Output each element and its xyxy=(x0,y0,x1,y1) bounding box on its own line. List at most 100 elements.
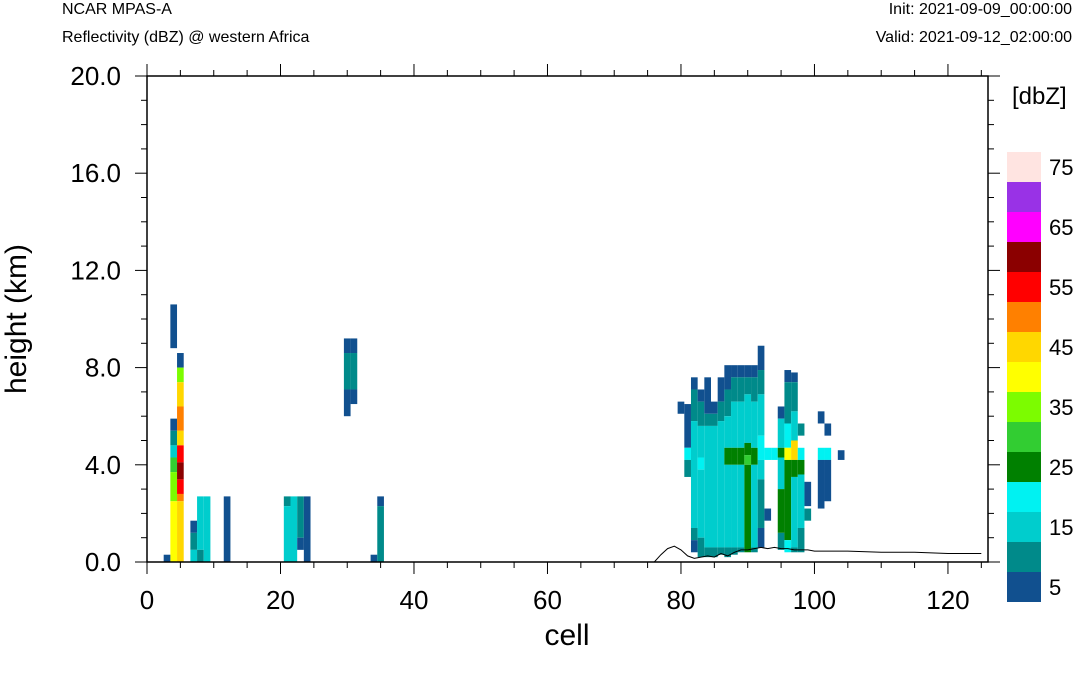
y-tick-label: 12.0 xyxy=(70,255,121,285)
reflectivity-cells xyxy=(163,304,845,562)
reflectivity-cell xyxy=(837,450,845,460)
reflectivity-cell xyxy=(784,370,792,383)
reflectivity-cell xyxy=(203,496,211,562)
reflectivity-cell xyxy=(731,365,738,378)
reflectivity-cell xyxy=(177,501,184,562)
reflectivity-cell xyxy=(757,479,765,528)
reflectivity-cell xyxy=(757,435,765,460)
reflectivity-cell xyxy=(297,496,304,538)
y-tick-label: 20.0 xyxy=(70,61,121,91)
reflectivity-cell xyxy=(757,527,765,548)
reflectivity-cell xyxy=(724,547,732,558)
colorbar-label: 15 xyxy=(1049,515,1073,540)
reflectivity-cell xyxy=(744,377,752,395)
reflectivity-cell xyxy=(177,406,184,431)
colorbar-swatch xyxy=(1007,152,1041,182)
reflectivity-cell xyxy=(343,353,351,390)
reflectivity-cell xyxy=(190,549,198,562)
reflectivity-cell xyxy=(791,440,798,460)
colorbar-swatch xyxy=(1007,482,1041,512)
reflectivity-cell xyxy=(177,382,184,407)
reflectivity-cell xyxy=(804,508,812,521)
valid-time: Valid: 2021-09-12_02:00:00 xyxy=(875,29,1072,46)
reflectivity-cell xyxy=(724,447,732,465)
reflectivity-cell xyxy=(784,447,792,460)
y-tick-label: 16.0 xyxy=(70,158,121,188)
reflectivity-cell xyxy=(684,447,691,460)
reflectivity-cell xyxy=(797,474,805,528)
reflectivity-cell xyxy=(824,447,832,460)
reflectivity-cell xyxy=(797,423,805,436)
x-tick-label: 20 xyxy=(266,585,295,615)
colorbar-swatch xyxy=(1007,212,1041,242)
colorbar-swatch xyxy=(1007,302,1041,332)
colorbar-label: 75 xyxy=(1049,155,1073,180)
colorbar-swatch xyxy=(1007,512,1041,542)
reflectivity-cell xyxy=(370,554,378,562)
reflectivity-cell xyxy=(697,401,705,426)
reflectivity-cell xyxy=(751,464,758,548)
reflectivity-cell xyxy=(777,418,785,448)
reflectivity-cell xyxy=(711,401,718,414)
reflectivity-cell xyxy=(757,370,765,395)
reflectivity-cell xyxy=(764,508,772,521)
reflectivity-cell xyxy=(797,459,805,475)
init-time: Init: 2021-09-09_00:00:00 xyxy=(888,1,1072,18)
reflectivity-cell xyxy=(690,540,698,553)
colorbar-label: 45 xyxy=(1049,335,1073,360)
reflectivity-cell xyxy=(197,496,204,550)
reflectivity-cell xyxy=(697,389,705,402)
reflectivity-cell xyxy=(717,401,725,422)
colorbar-label: 5 xyxy=(1049,575,1061,600)
reflectivity-cell xyxy=(170,501,178,562)
reflectivity-cell xyxy=(704,377,711,414)
reflectivity-cell xyxy=(791,411,798,441)
reflectivity-cell xyxy=(343,389,351,417)
colorbar-swatch xyxy=(1007,452,1041,482)
colorbar-label: 35 xyxy=(1049,395,1073,420)
reflectivity-cell xyxy=(797,527,805,553)
colorbar-swatch xyxy=(1007,272,1041,302)
reflectivity-cell xyxy=(170,472,178,502)
reflectivity-cell xyxy=(757,459,765,480)
reflectivity-cell xyxy=(163,554,171,562)
reflectivity-cell xyxy=(350,389,358,405)
reflectivity-cell xyxy=(177,479,184,494)
colorbar-swatch xyxy=(1007,242,1041,272)
reflectivity-cell xyxy=(784,459,792,541)
colorbar-swatch xyxy=(1007,422,1041,452)
reflectivity-cell xyxy=(817,447,825,460)
reflectivity-cell xyxy=(731,401,738,448)
x-tick-label: 60 xyxy=(533,585,562,615)
reflectivity-cell xyxy=(190,520,198,533)
reflectivity-cell xyxy=(737,464,745,548)
reflectivity-cell xyxy=(777,532,785,550)
colorbar-swatch xyxy=(1007,332,1041,362)
reflectivity-cell xyxy=(677,401,685,414)
reflectivity-cell xyxy=(817,411,825,424)
reflectivity-cell xyxy=(190,532,198,550)
reflectivity-cell xyxy=(684,459,691,477)
reflectivity-cell xyxy=(177,445,184,463)
colorbar-swatch xyxy=(1007,362,1041,392)
reflectivity-cell xyxy=(697,457,705,470)
reflectivity-cell xyxy=(717,377,725,402)
reflectivity-cell xyxy=(777,447,785,458)
plot-background xyxy=(147,76,988,562)
y-tick-label: 8.0 xyxy=(85,353,121,383)
x-tick-label: 80 xyxy=(667,585,696,615)
reflectivity-cell xyxy=(744,394,752,443)
reflectivity-cell xyxy=(791,476,798,548)
reflectivity-cell xyxy=(731,547,738,555)
x-tick-label: 0 xyxy=(140,585,154,615)
reflectivity-cell xyxy=(697,469,705,538)
reflectivity-cell xyxy=(711,425,718,548)
reflectivity-cell xyxy=(724,389,732,417)
colorbar-swatch xyxy=(1007,182,1041,212)
reflectivity-cell xyxy=(177,462,184,480)
x-tick-labels: 0 20 40 60 80 100 120 xyxy=(140,585,970,615)
reflectivity-cell xyxy=(350,338,358,354)
y-tick-labels: 0.0 4.0 8.0 12.0 16.0 20.0 xyxy=(70,61,121,577)
reflectivity-cell xyxy=(690,377,698,390)
reflectivity-cell xyxy=(737,377,745,402)
